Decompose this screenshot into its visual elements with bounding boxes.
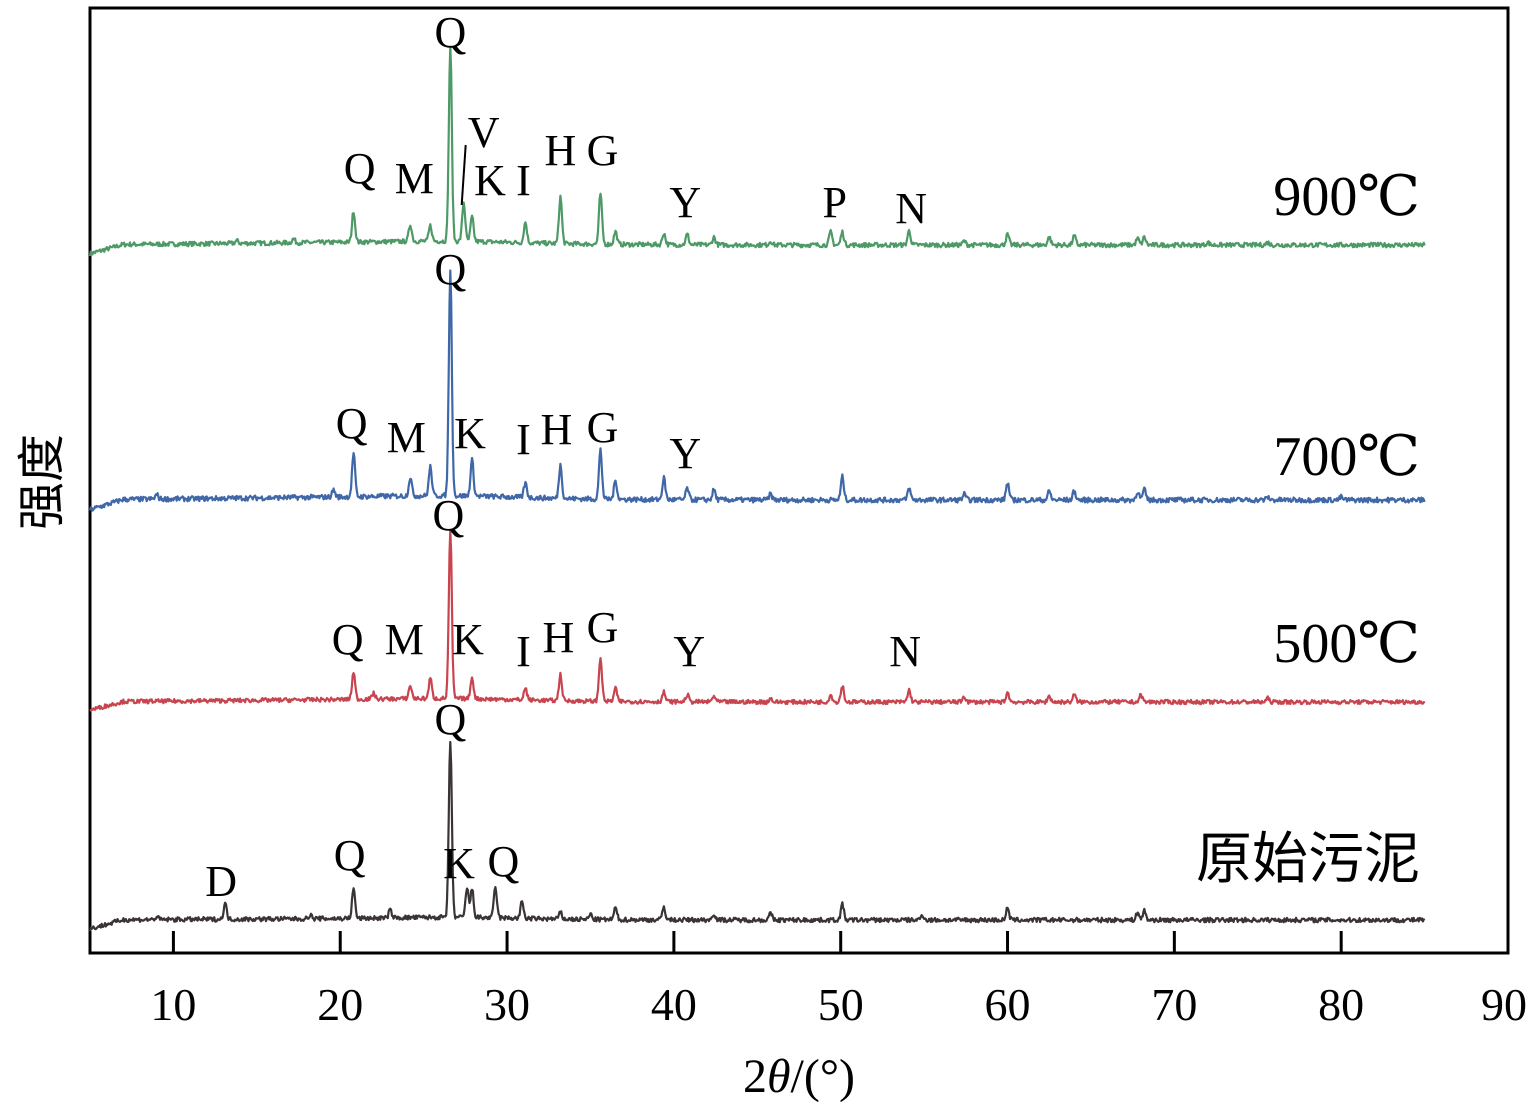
peak-label: M xyxy=(395,154,434,203)
series-line xyxy=(88,269,1426,512)
peak-label: Q xyxy=(434,245,466,294)
peak-label: Q xyxy=(432,491,464,540)
peak-label: K xyxy=(474,156,506,205)
series-line xyxy=(89,530,1426,712)
peak-label: M xyxy=(387,413,426,462)
peak-label: Y xyxy=(669,429,701,478)
peak-label: M xyxy=(385,615,424,664)
peak-label: Q xyxy=(336,399,368,448)
peak-label: P xyxy=(822,178,846,227)
plot-frame xyxy=(88,6,1510,955)
series-name-label: 原始污泥 xyxy=(1196,829,1420,891)
x-axis-title: 2θ/(°) xyxy=(743,1050,855,1103)
x-tick-label: 90 xyxy=(1481,979,1527,1030)
series-name-label: 500℃ xyxy=(1273,613,1420,675)
peak-label: N xyxy=(895,184,927,233)
peak-label: K xyxy=(454,409,486,458)
peak-label: D xyxy=(205,857,237,906)
x-tick-label: 50 xyxy=(818,979,864,1030)
series-group: Q MQK I H G Y N 500℃ xyxy=(89,491,1426,712)
x-tick-label: 40 xyxy=(651,979,697,1030)
peak-label: Q xyxy=(434,695,466,744)
peak-label: Y xyxy=(669,178,701,227)
peak-label: H xyxy=(543,613,575,662)
peak-label: Q xyxy=(434,8,466,57)
series-line xyxy=(88,45,1426,257)
peak-label: I xyxy=(516,415,531,464)
peak-label: K xyxy=(443,839,475,888)
x-tick-label: 10 xyxy=(150,979,196,1030)
peak-label: G xyxy=(587,403,619,452)
series-line xyxy=(88,740,1426,932)
peak-label: V xyxy=(468,108,500,157)
peak-label: N xyxy=(889,627,921,676)
peak-label: I xyxy=(516,627,531,676)
x-tick-label: 30 xyxy=(484,979,530,1030)
y-axis-title: 强度 xyxy=(14,434,70,530)
series-name-label: 700℃ xyxy=(1273,426,1420,488)
peak-label: I xyxy=(516,156,531,205)
peak-label: Q xyxy=(332,615,364,664)
peak-label: H xyxy=(545,126,577,175)
peak-label: K xyxy=(452,615,484,664)
x-tick-label: 80 xyxy=(1318,979,1364,1030)
peak-label: G xyxy=(587,126,619,175)
peak-label: Q xyxy=(344,144,376,193)
x-axis-ticks: 10 20 30 40 50 60 70 80 90 xyxy=(150,931,1527,1030)
x-tick-label: 70 xyxy=(1151,979,1197,1030)
x-tick-label: 60 xyxy=(985,979,1031,1030)
series-group: Q MQK I H GY 700℃ xyxy=(88,245,1426,512)
peak-label: H xyxy=(541,405,573,454)
x-tick-label: 20 xyxy=(317,979,363,1030)
peak-label: G xyxy=(587,603,619,652)
peak-label: Q xyxy=(487,837,519,886)
peak-leader-line xyxy=(460,144,467,206)
series-name-label: 900℃ xyxy=(1273,166,1420,228)
peak-label: Q xyxy=(334,831,366,880)
peak-label: Y xyxy=(673,627,705,676)
